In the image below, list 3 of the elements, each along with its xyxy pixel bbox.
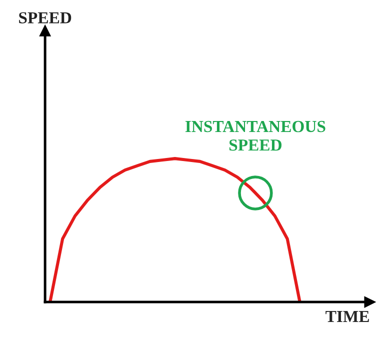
x-axis-title: TIME <box>326 311 369 322</box>
text: SPEED <box>19 12 72 24</box>
annotation: INSTANTANEOUS SPEED <box>185 120 326 151</box>
